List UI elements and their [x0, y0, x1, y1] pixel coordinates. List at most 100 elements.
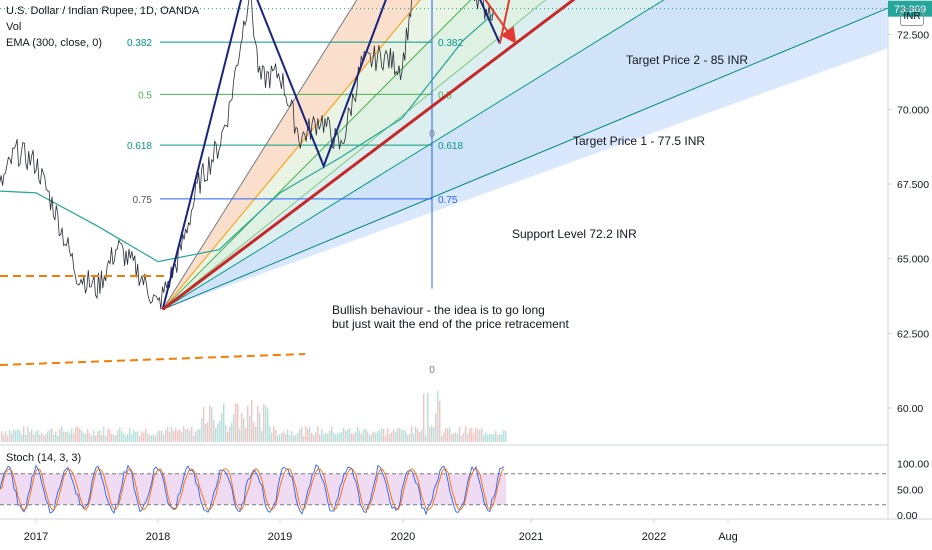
- volume-bar: [51, 428, 53, 442]
- time-axis: 2017 2018 2019 2020 2021 2022 Aug: [24, 519, 738, 543]
- volume-bar: [183, 426, 185, 442]
- volume-bar: [445, 428, 447, 442]
- fib-level-label: 0.5: [138, 90, 152, 101]
- volume-bar: [93, 430, 95, 442]
- volume-bar: [287, 429, 289, 442]
- volume-bar: [185, 429, 187, 442]
- volume-bar: [189, 430, 191, 442]
- volume-bar: [47, 431, 49, 442]
- volume-bar: [485, 431, 487, 442]
- volume-bar: [337, 432, 339, 442]
- volume-bar: [469, 428, 471, 442]
- stoch-tick-label: 50.00: [897, 484, 923, 496]
- volume-bar: [449, 427, 451, 442]
- volume-bar: [207, 422, 209, 442]
- volume-bar: [461, 435, 463, 442]
- volume-bar: [411, 426, 413, 442]
- volume-bar: [505, 430, 507, 442]
- volume-bar: [379, 430, 381, 442]
- volume-bar: [143, 432, 145, 442]
- volume-bar: [37, 430, 39, 442]
- volume-bars: [1, 391, 507, 442]
- fib-level-label: 0.382: [438, 38, 463, 49]
- volume-bar: [197, 429, 199, 442]
- volume-bar: [79, 428, 81, 442]
- volume-bar: [121, 431, 123, 442]
- volume-bar: [163, 434, 165, 442]
- volume-bar: [499, 434, 501, 442]
- volume-bar: [39, 434, 41, 442]
- volume-bar: [471, 427, 473, 442]
- volume-bar: [7, 435, 9, 442]
- volume-bar: [131, 434, 133, 442]
- volume-bar: [83, 432, 85, 442]
- volume-bar: [395, 431, 397, 442]
- volume-bar: [259, 412, 261, 442]
- volume-bar: [65, 431, 67, 442]
- volume-bar: [353, 433, 355, 442]
- volume-bar: [243, 418, 245, 442]
- volume-bar: [447, 428, 449, 442]
- volume-bar: [9, 430, 11, 442]
- volume-bar: [285, 433, 287, 442]
- volume-bar: [383, 428, 385, 442]
- volume-bar: [361, 433, 363, 442]
- volume-bar: [123, 433, 125, 442]
- volume-bar: [415, 426, 417, 442]
- volume-bar: [139, 435, 141, 442]
- volume-bar: [345, 430, 347, 442]
- stoch-k-line: [0, 464, 505, 516]
- volume-bar: [377, 431, 379, 442]
- annotation-bullish-2: but just wait the end of the price retra…: [332, 317, 569, 331]
- volume-bar: [191, 427, 193, 442]
- volume-bar: [167, 426, 169, 442]
- volume-bar: [49, 429, 51, 442]
- volume-bar: [103, 427, 105, 442]
- volume-bar: [391, 432, 393, 442]
- fib-fan-zone: [162, 0, 888, 310]
- volume-bar: [275, 429, 277, 442]
- volume-bar: [477, 428, 479, 442]
- volume-bar: [247, 406, 249, 442]
- volume-bar: [209, 405, 211, 442]
- time-tick-label: 2022: [642, 531, 666, 543]
- volume-bar: [347, 429, 349, 442]
- volume-bar: [299, 429, 301, 442]
- chart-legend: U.S. Dollar / Indian Rupee, 1D, OANDA Vo…: [6, 3, 199, 51]
- volume-bar: [231, 422, 233, 442]
- price-tick-label: 62.500: [897, 328, 929, 340]
- volume-bar: [375, 432, 377, 442]
- fib-level-label: 0.75: [438, 195, 458, 206]
- volume-bar: [413, 433, 415, 442]
- volume-bar: [141, 431, 143, 442]
- volume-bar: [357, 427, 359, 442]
- volume-bar: [175, 428, 177, 442]
- xabcd-pattern: [161, 0, 501, 310]
- volume-bar: [427, 393, 429, 442]
- time-tick-label: Aug: [718, 531, 738, 543]
- volume-bar: [283, 430, 285, 442]
- fib-level-label: 0.382: [127, 38, 152, 49]
- volume-bar: [401, 430, 403, 442]
- volume-bar: [133, 429, 135, 442]
- volume-bar: [451, 434, 453, 442]
- volume-bar: [173, 431, 175, 442]
- volume-bar: [157, 431, 159, 442]
- price-tick-label: 67.500: [897, 179, 929, 191]
- volume-bar: [495, 431, 497, 442]
- volume-bar: [497, 434, 499, 442]
- volume-bar: [11, 433, 13, 442]
- volume-bar: [57, 435, 59, 442]
- volume-bar: [329, 430, 331, 442]
- price-tick-label: 65.000: [897, 254, 929, 266]
- volume-bar: [289, 435, 291, 442]
- volume-bar: [85, 433, 87, 442]
- volume-bar: [223, 403, 225, 442]
- volume-bar: [399, 428, 401, 442]
- currency-button[interactable]: INR: [900, 8, 924, 26]
- volume-bar: [397, 428, 399, 442]
- volume-bar: [417, 428, 419, 442]
- fib-fan-line: [162, 0, 421, 310]
- volume-bar: [341, 431, 343, 442]
